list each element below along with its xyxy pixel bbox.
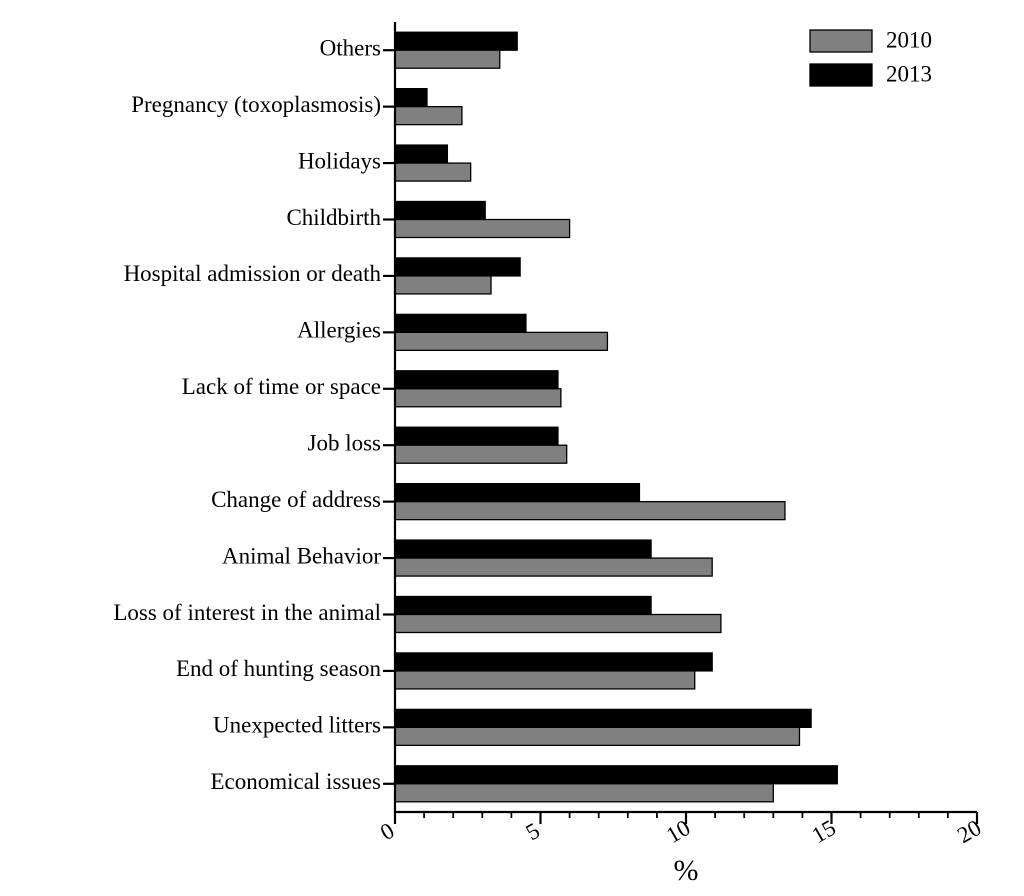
bar-2010 <box>395 615 721 633</box>
bar-2010 <box>395 727 799 745</box>
bar-2013 <box>395 258 520 276</box>
y-axis-category-label: Lack of time or space <box>182 374 381 399</box>
legend-label: 2010 <box>886 27 932 52</box>
horizontal-grouped-bar-chart: Others Pregnancy (toxoplasmosis) Holidays C… <box>0 0 1024 896</box>
bar-2010 <box>395 163 471 181</box>
bar-2013 <box>395 484 639 502</box>
bar-2010 <box>395 784 773 802</box>
bar-2010 <box>395 107 462 125</box>
bar-2010 <box>395 445 567 463</box>
bar-2013 <box>395 653 712 671</box>
legend-swatch <box>810 64 872 86</box>
bar-2013 <box>395 427 558 445</box>
bar-2013 <box>395 202 485 220</box>
bar-2013 <box>395 32 517 50</box>
bar-2010 <box>395 50 500 68</box>
bar-2013 <box>395 145 447 163</box>
bar-2010 <box>395 502 785 520</box>
bar-2013 <box>395 597 651 615</box>
bar-2010 <box>395 389 561 407</box>
y-axis-category-label: Unexpected litters <box>213 713 381 738</box>
bar-2010 <box>395 276 491 294</box>
legend-label: 2013 <box>886 61 932 86</box>
bar-2013 <box>395 766 837 784</box>
bar-2013 <box>395 540 651 558</box>
legend-swatch <box>810 30 872 52</box>
x-axis-title: % <box>674 854 699 887</box>
y-axis-category-label: Childbirth <box>286 205 381 230</box>
y-axis-category-label: Hospital admission or death <box>124 261 382 286</box>
bar-2010 <box>395 671 695 689</box>
bar-2010 <box>395 220 570 238</box>
y-axis-category-label: Allergies <box>297 318 381 343</box>
y-axis-category-label: Change of address <box>211 487 381 512</box>
y-axis-category-label: Job loss <box>308 430 382 455</box>
bar-2013 <box>395 709 811 727</box>
bar-2013 <box>395 89 427 107</box>
y-axis-category-label: Loss of interest in the animal <box>113 600 381 625</box>
y-axis-category-label: Animal Behavior <box>222 543 381 568</box>
y-axis-category-label: Economical issues <box>210 769 381 794</box>
bar-2013 <box>395 314 526 332</box>
y-axis-category-label: Others <box>320 35 381 60</box>
bar-2010 <box>395 332 607 350</box>
bar-2013 <box>395 371 558 389</box>
y-axis-category-label: Pregnancy (toxoplasmosis) <box>131 92 381 117</box>
chart-svg: Others Pregnancy (toxoplasmosis) Holidays C… <box>0 0 1024 896</box>
y-axis-category-label: End of hunting season <box>176 656 382 681</box>
bar-2010 <box>395 558 712 576</box>
y-axis-category-label: Holidays <box>298 148 381 173</box>
